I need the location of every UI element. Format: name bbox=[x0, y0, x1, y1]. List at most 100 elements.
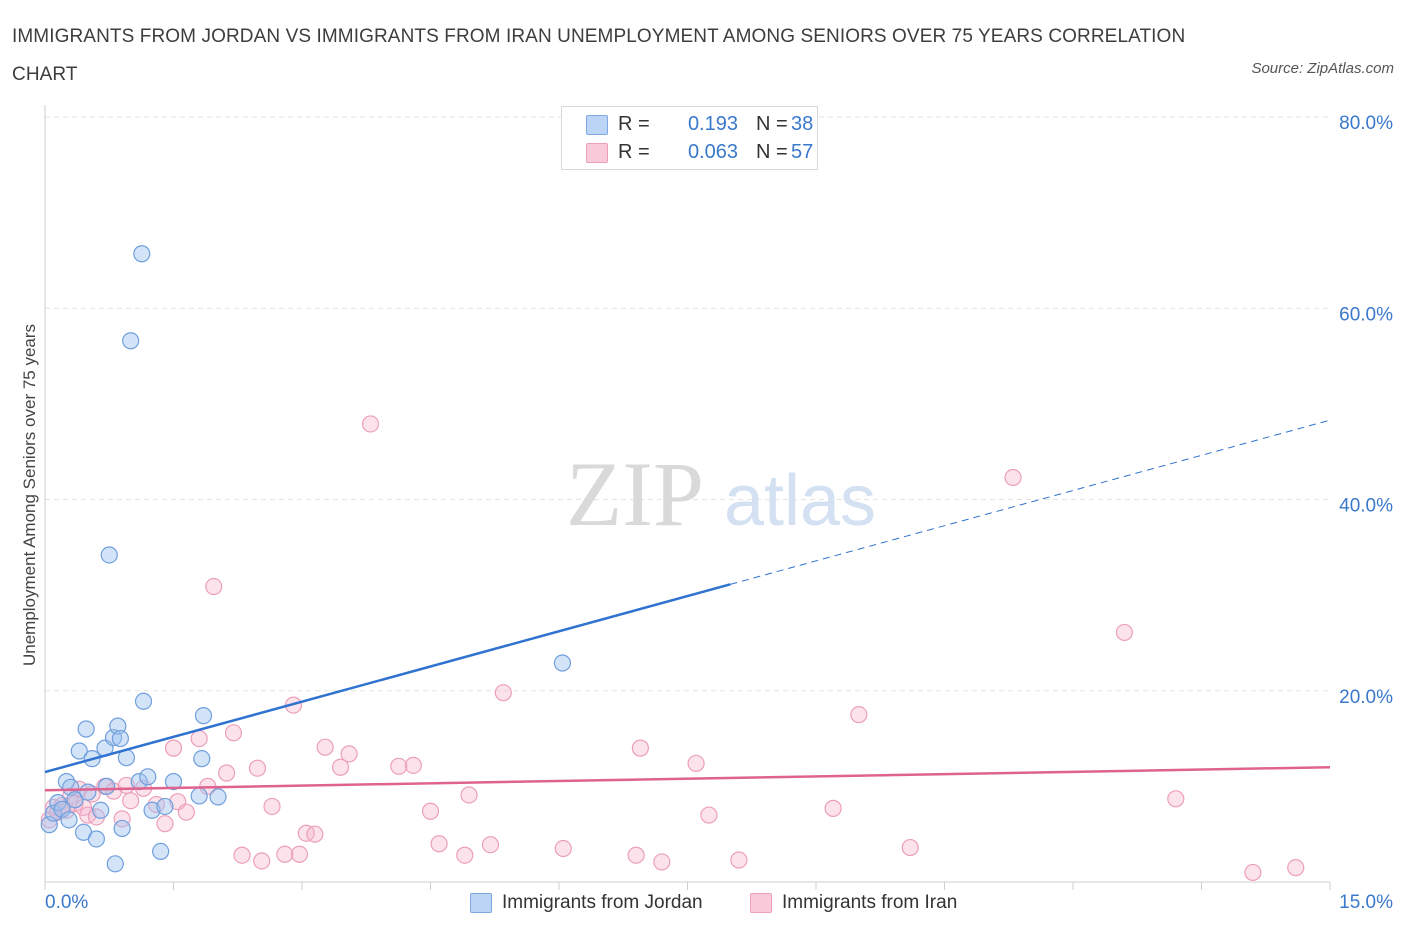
n-label: N = bbox=[756, 141, 788, 163]
iran-point bbox=[248, 759, 267, 777]
r-label: R = bbox=[618, 113, 650, 135]
n-value: 57 bbox=[791, 141, 814, 163]
iran-point bbox=[404, 756, 422, 774]
jordan-point bbox=[122, 332, 140, 350]
correlation-legend: R = 0.193 N = 38 R = 0.063 N = 57 bbox=[561, 106, 818, 170]
iran-point bbox=[177, 803, 195, 821]
iran-point bbox=[224, 724, 243, 742]
iran-point bbox=[218, 764, 236, 782]
jordan-point bbox=[134, 692, 153, 710]
jordan-point bbox=[87, 830, 106, 848]
iran-point bbox=[460, 786, 478, 804]
iran-point bbox=[331, 758, 350, 776]
jordan-point bbox=[139, 768, 157, 786]
y-tick-label: 20.0% bbox=[1339, 687, 1393, 708]
iran-point bbox=[340, 745, 358, 763]
jordan-point bbox=[44, 804, 63, 822]
jordan-point bbox=[143, 801, 161, 819]
jordan-point bbox=[111, 729, 129, 748]
iran-point bbox=[901, 838, 919, 857]
iran-point bbox=[1287, 859, 1305, 877]
iran-swatch bbox=[586, 143, 608, 163]
chart-source: Source: ZipAtlas.com bbox=[1251, 60, 1394, 77]
jordan-swatch bbox=[470, 893, 492, 913]
r-value: 0.193 bbox=[687, 113, 738, 135]
iran-point bbox=[824, 799, 842, 817]
r-label: R = bbox=[618, 141, 650, 163]
r-value: 0.063 bbox=[687, 141, 738, 163]
jordan-point bbox=[70, 742, 88, 760]
chart-title: IMMIGRANTS FROM JORDAN VS IMMIGRANTS FRO… bbox=[12, 26, 1186, 85]
jordan-point bbox=[156, 797, 174, 816]
n-label: N = bbox=[756, 113, 788, 135]
iran-point bbox=[1167, 790, 1185, 808]
iran-point bbox=[631, 739, 649, 757]
jordan-point bbox=[194, 707, 213, 725]
legend-label-jordan: Immigrants from Jordan bbox=[502, 892, 703, 913]
iran-point bbox=[421, 802, 440, 820]
jordan-trend-extension bbox=[730, 419, 1331, 585]
iran-point bbox=[1115, 623, 1134, 642]
watermark-zip: ZIP bbox=[566, 443, 704, 545]
jordan-point bbox=[77, 720, 95, 738]
n-value: 38 bbox=[791, 113, 814, 135]
iran-point bbox=[1244, 863, 1262, 882]
iran-point bbox=[290, 845, 309, 863]
jordan-point bbox=[164, 772, 183, 791]
jordan-point bbox=[152, 842, 170, 861]
x-tick-label: 15.0% bbox=[1339, 892, 1393, 913]
iran-point bbox=[850, 706, 868, 724]
iran-point bbox=[361, 415, 380, 433]
iran-point bbox=[456, 846, 474, 864]
iran-point bbox=[113, 810, 131, 828]
iran-swatch bbox=[750, 893, 772, 913]
jordan-point bbox=[113, 819, 131, 838]
jordan-point bbox=[553, 654, 572, 672]
iran-point bbox=[205, 577, 223, 596]
series-legend: Immigrants from Jordan Immigrants from I… bbox=[0, 888, 1406, 918]
jordan-point bbox=[98, 777, 116, 795]
jordan-point bbox=[209, 788, 227, 806]
iran-point bbox=[653, 853, 671, 871]
iran-point bbox=[316, 738, 334, 756]
iran-point bbox=[122, 792, 140, 810]
iran-point bbox=[263, 797, 281, 816]
watermark-atlas: atlas bbox=[724, 461, 876, 541]
iran-point bbox=[554, 839, 572, 858]
iran-point bbox=[156, 815, 174, 833]
jordan-point bbox=[53, 800, 71, 818]
jordan-swatch bbox=[586, 115, 608, 135]
y-tick-label: 40.0% bbox=[1339, 496, 1393, 517]
jordan-point bbox=[60, 811, 78, 829]
y-tick-label: 60.0% bbox=[1339, 304, 1393, 325]
iran-point bbox=[297, 824, 315, 842]
iran-point bbox=[481, 836, 500, 854]
jordan-point bbox=[193, 750, 211, 768]
iran-point bbox=[306, 825, 324, 843]
x-tick-label: 0.0% bbox=[45, 892, 88, 913]
jordan-point bbox=[100, 546, 118, 564]
iran-point bbox=[390, 757, 408, 775]
iran-point bbox=[627, 846, 645, 864]
jordan-point bbox=[106, 855, 124, 873]
iran-point bbox=[730, 851, 748, 869]
iran-point bbox=[253, 852, 271, 870]
jordan-point bbox=[133, 245, 151, 263]
iran-point bbox=[1004, 468, 1022, 487]
jordan-point bbox=[66, 791, 84, 809]
iran-point bbox=[700, 806, 718, 824]
iran-point bbox=[190, 729, 208, 748]
jordan-point bbox=[92, 801, 110, 819]
legend-label-iran: Immigrants from Iran bbox=[782, 892, 958, 913]
iran-trend-line bbox=[44, 766, 1331, 792]
iran-point bbox=[276, 845, 294, 863]
iran-point bbox=[233, 846, 251, 864]
iran-point bbox=[430, 835, 448, 853]
y-tick-label: 80.0% bbox=[1339, 113, 1393, 134]
jordan-point bbox=[190, 787, 208, 805]
jordan-trend-line bbox=[44, 583, 731, 774]
jordan-point bbox=[79, 783, 97, 801]
iran-point bbox=[687, 754, 705, 773]
iran-point bbox=[494, 684, 512, 702]
